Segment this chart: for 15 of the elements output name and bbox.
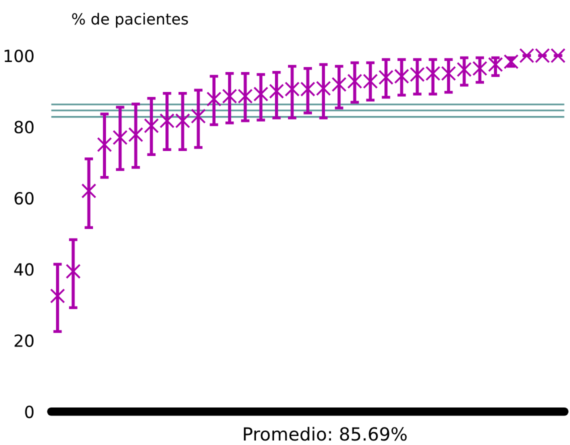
- y-tick-label: 0: [25, 406, 34, 418]
- point: [332, 76, 347, 92]
- y-tick-label: 20: [14, 334, 34, 347]
- point: [50, 288, 66, 304]
- point: [144, 118, 159, 134]
- y-tick-label: 40: [14, 263, 34, 276]
- y-tick-label: 80: [14, 120, 34, 134]
- y-tick-label: 100: [4, 50, 34, 62]
- text: Promedio: 85.69%: [244, 426, 407, 441]
- point: [96, 137, 112, 152]
- point: [81, 183, 96, 198]
- point: [66, 264, 81, 279]
- y-axis-title: % de pacientes: [72, 12, 188, 28]
- point: [190, 108, 206, 124]
- y-tick-label: 60: [14, 192, 34, 205]
